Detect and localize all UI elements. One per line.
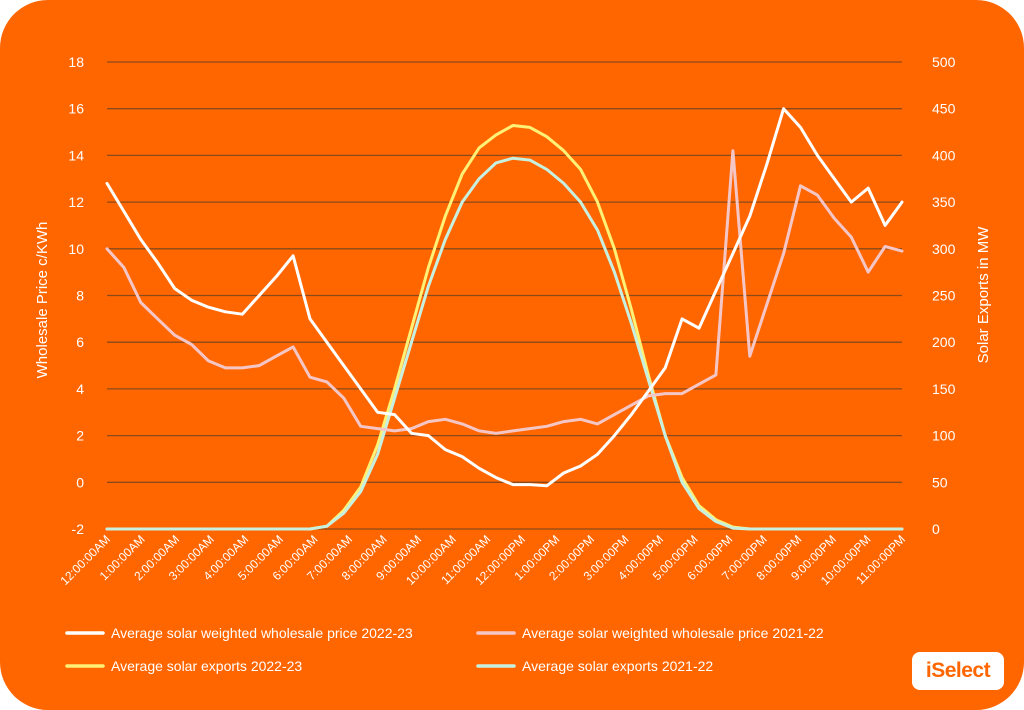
y-left-tick-label: 8 [76,288,84,304]
iselect-logo: iSelect [912,652,1004,690]
legend: Average solar weighted wholesale price 2… [65,625,824,674]
y-right-tick-label: 500 [932,54,956,70]
y-axis-left-ticks: -2 0 2 4 6 8 10 12 14 16 18 [68,54,84,537]
grid-lines [107,61,902,530]
y-right-tick-label: 350 [932,194,956,210]
y-axis-right-ticks: 0 50 100 150 200 250 300 350 400 450 500 [932,54,956,537]
legend-label: Average solar exports 2021-22 [522,658,713,674]
y-left-tick-label: 0 [76,474,84,490]
y-axis-right-label: Solar Exports in MW [975,226,992,364]
legend-label: Average solar exports 2022-23 [111,658,302,674]
legend-label: Average solar weighted wholesale price 2… [522,625,824,641]
legend-label: Average solar weighted wholesale price 2… [111,625,413,641]
y-left-tick-label: 16 [68,101,84,117]
y-right-tick-label: 450 [932,101,956,117]
y-left-tick-label: 12 [68,194,84,210]
series-line-4 [105,156,904,531]
y-axis-left-label: Wholesale Price c/KWh [34,222,51,379]
y-left-tick-label: 4 [76,381,84,397]
y-left-tick-label: 18 [68,54,84,70]
series-line-1 [105,107,904,488]
y-right-tick-label: 300 [932,241,956,257]
y-right-tick-label: 200 [932,334,956,350]
y-right-tick-label: 150 [932,381,956,397]
y-left-tick-label: 10 [68,241,84,257]
y-right-tick-label: 400 [932,147,956,163]
y-right-tick-label: 250 [932,288,956,304]
y-left-tick-label: -2 [72,521,85,537]
y-left-tick-label: 14 [68,147,84,163]
y-right-tick-label: 50 [932,474,948,490]
y-left-tick-label: 2 [76,428,84,444]
y-left-tick-label: 6 [76,334,84,350]
y-right-tick-label: 100 [932,428,956,444]
y-right-tick-label: 0 [932,521,940,537]
series-line-2 [105,149,904,435]
series-lines [105,107,904,531]
